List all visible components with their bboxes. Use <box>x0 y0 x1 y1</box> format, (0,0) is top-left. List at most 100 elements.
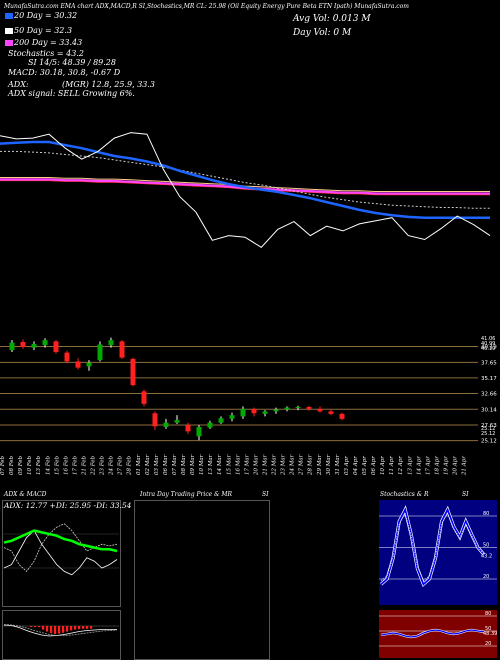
date-tick-label: 27 Mar <box>299 454 305 476</box>
candle-body <box>31 343 37 348</box>
candle-body <box>20 342 26 347</box>
candle-body <box>295 407 301 408</box>
price-top-tick: 40.19 <box>481 346 495 352</box>
candle-body <box>152 413 158 427</box>
candle-body <box>86 362 92 367</box>
date-tick-label: 17 Mar <box>244 454 250 475</box>
macd-histogram-bar <box>82 626 85 629</box>
date-tick-label: 05 Apr <box>362 456 368 475</box>
date-tick-label: 06 Apr <box>371 456 377 475</box>
candle-body <box>75 361 81 368</box>
candle-body <box>185 425 191 432</box>
date-tick-label: 23 Mar <box>281 454 287 476</box>
macd-histogram-bar <box>50 626 53 634</box>
stoch-tick-label: 80 <box>483 511 489 517</box>
stoch-line <box>380 507 485 586</box>
macd-histogram-bar <box>42 626 45 630</box>
macd-histogram-bar <box>70 626 73 631</box>
rsi-value-label: 48.39 <box>483 631 497 637</box>
stoch-tick-label: 20 <box>483 574 489 580</box>
adx-chart <box>2 523 119 576</box>
date-tick-label: 08 Feb <box>9 455 15 475</box>
rsi-tick-label: 80 <box>485 611 491 617</box>
price-bottom-tick: 25.12 <box>481 426 495 432</box>
price-top-tick: 40.99 <box>481 341 495 347</box>
rsi-tick-label: 50 <box>485 626 491 632</box>
date-tick-label: 31 Mar <box>335 454 341 475</box>
macd-chart <box>2 624 119 637</box>
date-tick-label: 21 Apr <box>462 456 468 476</box>
legend-swatch-50 <box>5 28 13 34</box>
candle-body <box>97 344 103 361</box>
legend-swatch-200 <box>5 40 13 46</box>
intraday-title: Intra Day Trading Price & MR <box>140 491 233 498</box>
date-tick-label: 23 Feb <box>100 455 106 476</box>
macd-histogram-bar <box>58 626 61 634</box>
price-tick-label: 37.65 <box>481 360 497 366</box>
date-tick-label: 27 Feb <box>118 455 124 476</box>
adx-panel <box>2 500 121 607</box>
chart-top-line: MunafaSutra.com EMA chart ADX,MACD,R SI,… <box>4 3 409 10</box>
date-tick-label: 13 Feb <box>36 455 42 475</box>
candle-body <box>207 422 213 428</box>
date-tick-label: 22 Mar <box>272 454 278 476</box>
date-tick-label: 09 Mar <box>190 454 196 475</box>
price-top-tick: 41.06 <box>481 336 495 342</box>
rsi-tick-label: 20 <box>485 641 491 647</box>
macd-histogram-bar <box>66 626 69 632</box>
date-tick-label: 13 Mar <box>208 454 214 475</box>
adx-readout: ADX: 12.77 +DI: 25.95 -DI: 33.54 <box>4 501 132 510</box>
price-tick-label: 27.63 <box>481 423 497 429</box>
rsi-chart: 80 50 20 48.39 <box>379 611 497 647</box>
macd-histogram-bar <box>46 626 49 632</box>
macd-histogram-bar <box>38 626 41 628</box>
avg-volume: Avg Vol: 0.013 M <box>293 14 371 24</box>
date-tick-label: 16 Feb <box>63 455 69 475</box>
candle-body <box>317 408 323 412</box>
stoch-title: Stochastics & R <box>380 491 429 498</box>
date-tick-label: 21 Feb <box>82 455 88 476</box>
candlestick-chart: 40.1937.6535.1732.6630.1427.6325.1241.06… <box>0 336 497 445</box>
stoch-signal-line <box>380 512 485 582</box>
candle-body <box>273 409 279 412</box>
macd-histogram-bar <box>30 626 33 627</box>
ema-line-chart <box>0 132 491 248</box>
adx-line <box>3 529 118 553</box>
macd-histogram-bar <box>74 626 77 630</box>
candle-body <box>339 413 345 419</box>
date-tick-label: 06 Mar <box>163 454 169 475</box>
date-axis: 07 Feb 08 Feb 09 Feb 10 Feb 13 Feb 14 Feb 15 F… <box>0 454 468 476</box>
date-tick-label: 21 Mar <box>263 454 269 476</box>
date-tick-label: 07 Feb <box>0 455 6 475</box>
date-tick-label: 03 Apr <box>344 456 350 475</box>
ema20-label: 20 Day = 30.32 <box>14 11 78 20</box>
intraday-title-si: SI <box>262 491 269 498</box>
date-tick-label: 28 Mar <box>308 454 314 476</box>
stoch-value-label: 43.2 <box>481 554 492 560</box>
stoch-tick-label: 50 <box>483 543 489 549</box>
candle-body <box>306 407 312 409</box>
date-tick-label: 02 Mar <box>145 454 151 475</box>
date-tick-label: 19 Apr <box>444 456 450 475</box>
price-tick-label: 35.17 <box>481 376 497 382</box>
candle-body <box>64 352 70 362</box>
candle-body <box>251 408 257 414</box>
date-tick-label: 20 Apr <box>453 456 459 476</box>
date-tick-label: 12 Apr <box>398 456 404 475</box>
date-tick-label: 16 Mar <box>235 454 241 475</box>
macd-histogram-bar <box>90 626 93 629</box>
date-tick-label: 04 Apr <box>353 456 359 475</box>
candle-body <box>53 341 59 352</box>
date-tick-label: 14 Feb <box>45 455 51 475</box>
macd-histogram-bar <box>86 626 89 629</box>
ema50-label: 50 Day = 32.3 <box>14 26 73 35</box>
date-tick-label: 01 Mar <box>136 454 142 475</box>
candle-body <box>9 342 15 351</box>
ema200-label: 200 Day = 33.43 <box>14 38 83 47</box>
date-tick-label: 17 Feb <box>72 455 78 475</box>
stochastics-label: Stochastics = 43.2 <box>8 49 84 58</box>
stoch-line-outline <box>379 505 486 588</box>
date-tick-label: 07 Mar <box>172 454 178 475</box>
price-tick-label: 25.12 <box>481 439 497 445</box>
date-tick-label: 15 Mar <box>226 454 232 475</box>
